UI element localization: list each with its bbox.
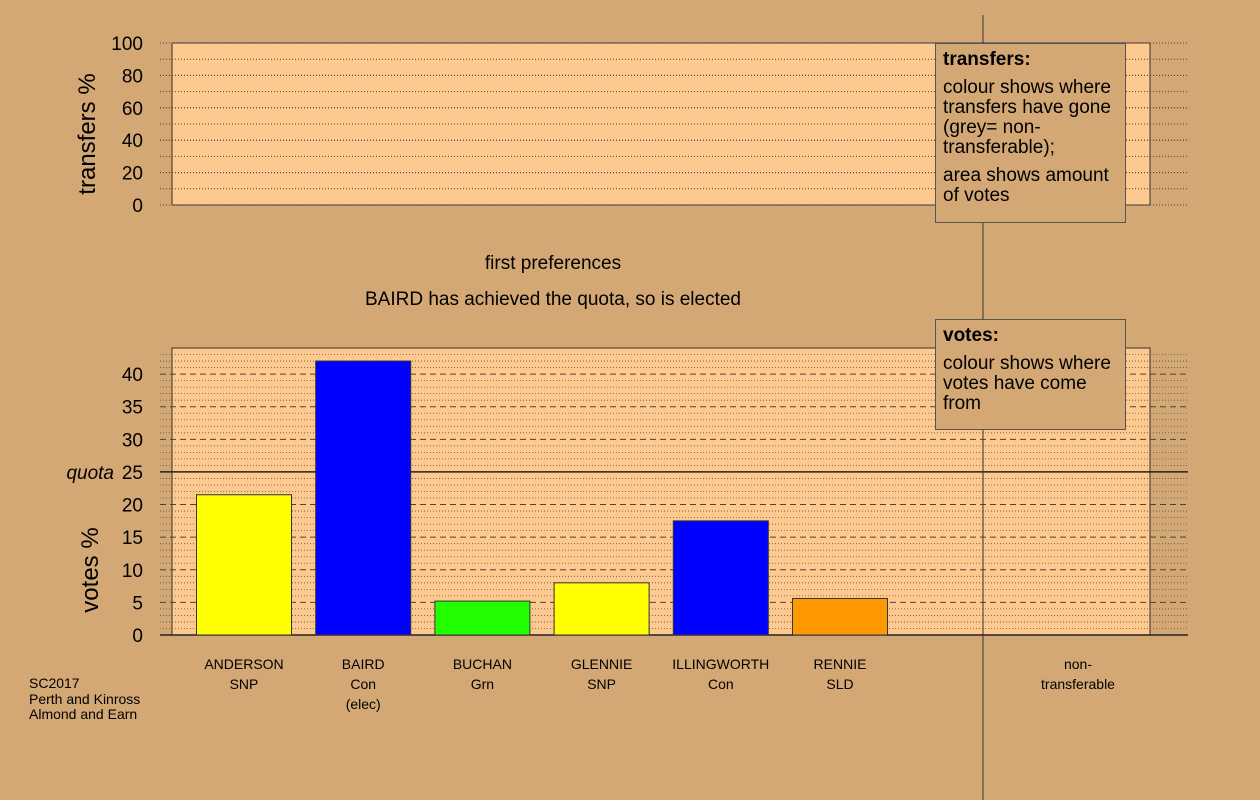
candidate-label-buchan: BUCHAN bbox=[453, 656, 512, 672]
transfers-y-tick-label: 0 bbox=[132, 196, 143, 217]
candidate-label-anderson: SNP bbox=[230, 676, 259, 692]
votes-y-axis-label: votes % bbox=[77, 527, 104, 612]
votes-bars bbox=[196, 360, 888, 636]
transfers-y-tick-label: 60 bbox=[122, 99, 143, 120]
votes-y-tick-label: 10 bbox=[122, 561, 143, 582]
votes-x-labels: ANDERSON SNP BAIRD Con (elec) BUCHAN Grn GLENNI… bbox=[204, 656, 1115, 712]
bar-rennie bbox=[792, 597, 888, 636]
candidate-label-baird: Con bbox=[350, 676, 376, 692]
votes-y-tick-label: 20 bbox=[122, 496, 143, 517]
bar-glennie bbox=[553, 582, 650, 636]
candidate-label-baird: (elec) bbox=[346, 696, 381, 712]
candidate-label-buchan: Grn bbox=[471, 676, 494, 692]
votes-panel: 0 5 10 15 20 25 30 35 40 quota ANDERSON SNP BAIRD Co… bbox=[66, 347, 1188, 712]
transfers-y-axis-label: transfers % bbox=[74, 73, 101, 194]
transfers-legend-text-2: area shows amount of votes bbox=[943, 165, 1109, 206]
election-footer: SC2017 Perth and Kinross Almond and Earn bbox=[29, 675, 141, 723]
candidate-label-baird: BAIRD bbox=[342, 656, 385, 672]
bar-anderson bbox=[196, 494, 292, 636]
candidate-label-rennie: SLD bbox=[826, 676, 853, 692]
transfers-legend-title: transfers: bbox=[943, 49, 1031, 70]
votes-y-tick-label: 15 bbox=[122, 528, 143, 549]
votes-y-tick-label: 5 bbox=[132, 593, 143, 614]
chart-subtitle: BAIRD has achieved the quota, so is elec… bbox=[365, 289, 741, 310]
votes-y-tick-label: 25 bbox=[122, 463, 143, 484]
votes-y-ticks: 0 5 10 15 20 25 30 35 40 quota bbox=[66, 365, 143, 647]
transfers-y-tick-label: 40 bbox=[122, 131, 143, 152]
candidate-label-glennie: GLENNIE bbox=[571, 656, 632, 672]
footer-council: Perth and Kinross bbox=[29, 690, 141, 707]
votes-y-tick-label: 0 bbox=[132, 626, 143, 647]
transfers-y-tick-label: 100 bbox=[111, 34, 143, 55]
votes-legend-text: colour shows where votes have come from bbox=[943, 353, 1111, 414]
candidate-label-rennie: RENNIE bbox=[814, 656, 867, 672]
chart-title: first preferences bbox=[485, 253, 621, 274]
transfers-grid bbox=[160, 42, 1188, 206]
bar-illingworth bbox=[672, 520, 769, 636]
bar-buchan bbox=[434, 600, 531, 636]
transfers-legend: transfers: colour shows where transfers … bbox=[935, 43, 1126, 223]
quota-label: quota bbox=[66, 463, 114, 484]
bar-baird bbox=[315, 360, 412, 636]
votes-y-tick-label: 30 bbox=[122, 430, 143, 451]
transfers-y-tick-label: 20 bbox=[122, 164, 143, 185]
footer-ward: Almond and Earn bbox=[29, 706, 138, 722]
nontransferable-label: transferable bbox=[1041, 676, 1115, 692]
candidate-label-anderson: ANDERSON bbox=[204, 656, 283, 672]
votes-legend-title: votes: bbox=[943, 325, 999, 346]
candidate-label-illingworth: Con bbox=[708, 676, 734, 692]
votes-legend: votes: colour shows where votes have com… bbox=[935, 319, 1126, 430]
footer-election: SC2017 bbox=[29, 675, 80, 691]
transfers-legend-text: colour shows where transfers have gone (… bbox=[943, 77, 1111, 158]
candidate-label-glennie: SNP bbox=[587, 676, 616, 692]
votes-y-tick-label: 40 bbox=[122, 365, 143, 386]
votes-y-tick-label: 35 bbox=[122, 398, 143, 419]
transfers-y-ticks: 0 20 40 60 80 100 bbox=[111, 34, 143, 217]
candidate-label-illingworth: ILLINGWORTH bbox=[672, 656, 769, 672]
transfers-y-tick-label: 80 bbox=[122, 66, 143, 87]
nontransferable-label: non- bbox=[1064, 656, 1092, 672]
